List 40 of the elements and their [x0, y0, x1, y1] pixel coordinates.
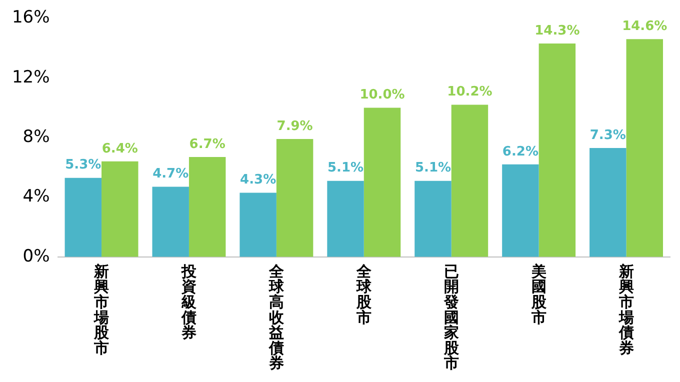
y-tick-label: 8%	[22, 126, 50, 147]
bar	[188, 156, 226, 257]
data-label: 10.0%	[360, 88, 405, 103]
bar	[451, 104, 488, 257]
data-label: 14.3%	[534, 23, 580, 38]
y-tick-label: 4%	[22, 186, 50, 207]
data-label: 10.2%	[447, 84, 492, 100]
bar	[64, 178, 102, 257]
bar	[327, 180, 364, 257]
y-tick-label: 0%	[22, 246, 50, 266]
bar	[590, 148, 626, 257]
y-tick-label: 16%	[12, 8, 50, 28]
bar	[276, 139, 314, 257]
data-label: 4.3%	[240, 172, 276, 188]
data-label: 6.4%	[102, 141, 138, 156]
data-label: 7.9%	[276, 118, 313, 134]
bar	[414, 180, 452, 257]
bar	[152, 186, 189, 257]
bar	[364, 108, 401, 257]
bar	[102, 161, 138, 257]
data-label: 5.1%	[327, 160, 364, 176]
bar	[240, 192, 276, 257]
x-tick-label: 美國股市	[530, 262, 548, 326]
bar	[626, 39, 664, 257]
y-tick-label: 12%	[12, 67, 50, 88]
bar	[502, 164, 539, 257]
x-tick-label: 全球高收益債券	[268, 262, 285, 372]
data-label: 4.7%	[152, 166, 189, 182]
data-label: 6.2%	[502, 144, 538, 160]
x-tick-label: 新興市場股市	[93, 262, 110, 357]
data-label: 14.6%	[622, 18, 668, 34]
data-label: 7.3%	[590, 128, 626, 143]
x-tick-label: 投資級債券	[180, 262, 198, 342]
bar	[538, 44, 576, 257]
x-tick-label: 全球股市	[355, 262, 372, 326]
data-label: 6.7%	[189, 136, 226, 152]
data-label: 5.1%	[414, 160, 452, 176]
x-tick-label: 新興市場債券	[618, 262, 634, 357]
x-tick-label: 已開發國家股市	[442, 262, 460, 372]
data-label: 5.3%	[65, 158, 102, 173]
